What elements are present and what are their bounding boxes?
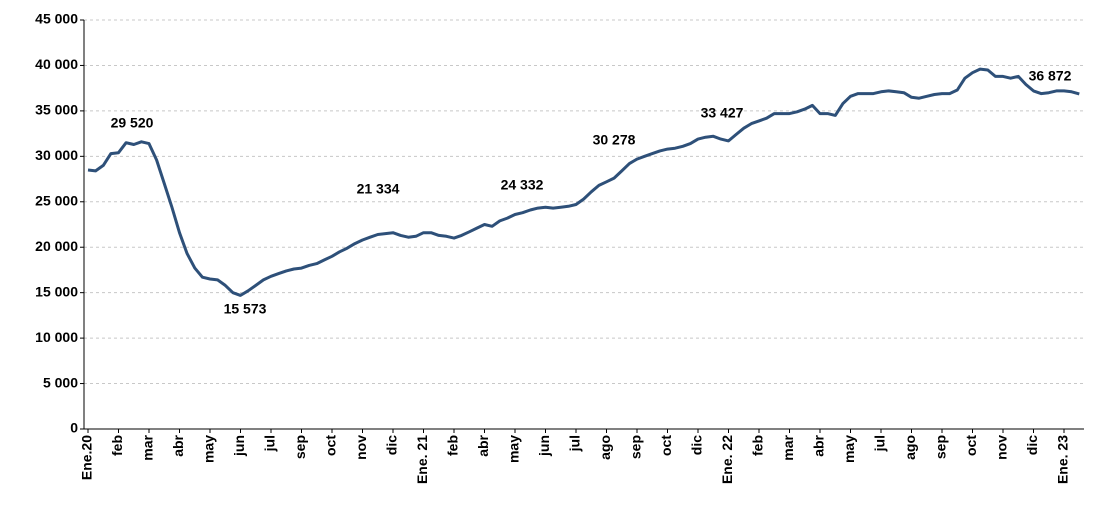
x-tick-label: abr	[811, 434, 827, 456]
line-series	[87, 67, 1080, 297]
x-tick-label: feb	[750, 435, 766, 456]
x-tick-label: sep	[292, 435, 308, 459]
y-tick-label: 0	[70, 420, 78, 436]
annotation: 36 872	[1029, 68, 1072, 84]
y-tick-label: 30 000	[35, 147, 78, 163]
x-tick-label: feb	[109, 435, 125, 456]
x-tick-label: mar	[140, 434, 156, 460]
y-tick-label: 45 000	[35, 11, 78, 27]
x-tick-label: oct	[323, 435, 339, 456]
x-tick-label: sep	[628, 435, 644, 459]
annotation: 21 334	[357, 181, 400, 197]
x-tick-label: may	[841, 435, 857, 463]
x-tick-label: Ene. 21	[414, 435, 430, 484]
x-tick-label: feb	[445, 435, 461, 456]
x-tick-label: mar	[780, 434, 796, 460]
y-tick-label: 40 000	[35, 56, 78, 72]
x-tick-label: Ene. 22	[719, 435, 735, 484]
x-tick-label: nov	[994, 435, 1010, 460]
y-tick-label: 35 000	[35, 102, 78, 118]
x-tick-label: jun	[231, 435, 247, 457]
x-tick-label: dic	[1024, 435, 1040, 455]
x-tick-label: dic	[384, 435, 400, 455]
y-tick-label: 5 000	[43, 374, 78, 390]
x-tick-label: may	[201, 435, 217, 463]
x-tick-label: Ene.20	[79, 435, 95, 480]
x-tick-label: dic	[689, 435, 705, 455]
annotation: 29 520	[111, 115, 154, 131]
x-tick-label: may	[506, 435, 522, 463]
x-tick-label: abr	[475, 434, 491, 456]
x-tick-label: sep	[933, 435, 949, 459]
y-tick-label: 20 000	[35, 238, 78, 254]
annotation: 15 573	[224, 301, 267, 317]
annotation: 33 427	[701, 105, 744, 121]
x-tick-label: oct	[658, 435, 674, 456]
x-tick-label: abr	[170, 434, 186, 456]
x-tick-label: ago	[902, 435, 918, 460]
x-tick-label: jul	[872, 435, 888, 452]
x-tick-label: nov	[353, 435, 369, 460]
y-tick-label: 25 000	[35, 192, 78, 208]
y-tick-label: 10 000	[35, 329, 78, 345]
x-tick-label: Ene. 23	[1055, 435, 1071, 484]
annotation: 24 332	[501, 177, 544, 193]
x-tick-label: ago	[597, 435, 613, 460]
x-tick-label: jun	[536, 435, 552, 457]
x-tick-label: jul	[567, 435, 583, 452]
x-tick-label: jul	[262, 435, 278, 452]
annotation: 30 278	[593, 132, 636, 148]
y-tick-label: 15 000	[35, 283, 78, 299]
x-tick-label: oct	[963, 435, 979, 456]
